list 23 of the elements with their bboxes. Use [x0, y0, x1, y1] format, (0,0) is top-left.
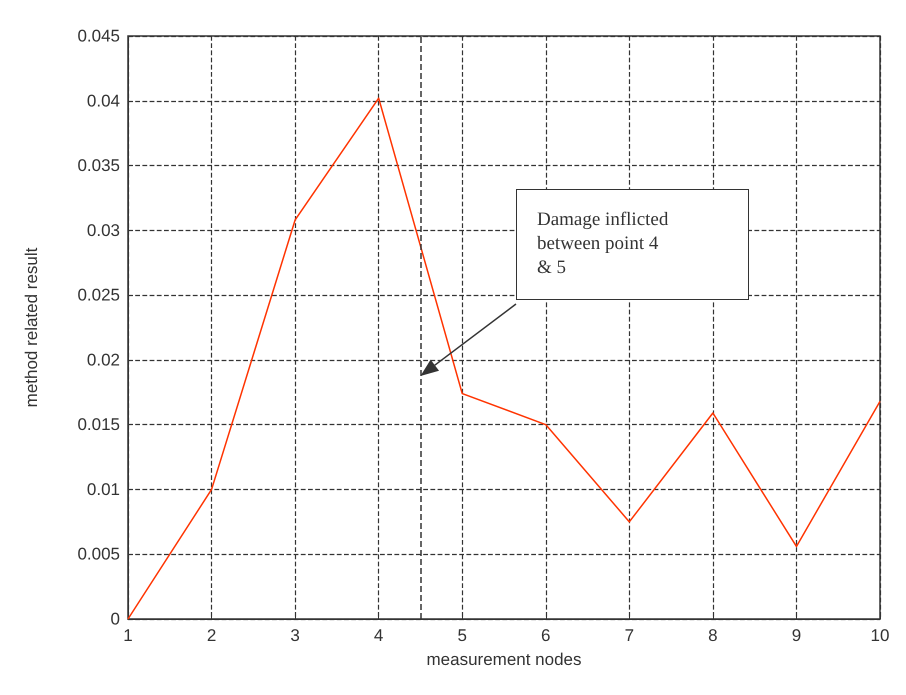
x-tick-label: 1 — [123, 626, 133, 645]
y-tick-label: 0.04 — [86, 91, 120, 110]
x-tick-label: 7 — [624, 626, 634, 645]
y-axis-title: method related result — [22, 247, 41, 408]
x-tick-label: 9 — [792, 626, 802, 645]
y-tick-label: 0.025 — [77, 286, 120, 305]
y-tick-label: 0.045 — [77, 26, 120, 46]
x-tick-label: 5 — [457, 626, 467, 645]
y-tick-label: 0.005 — [77, 544, 120, 564]
x-tick-label: 2 — [206, 626, 216, 645]
x-tick-label: 4 — [374, 626, 384, 645]
y-tick-label: 0.015 — [77, 415, 120, 434]
y-tick-label: 0 — [110, 610, 120, 628]
x-tick-label: 10 — [870, 626, 890, 645]
y-tick-label: 0.035 — [77, 156, 120, 176]
callout-box: Damage inflicted between point 4 & 5 — [516, 189, 749, 300]
y-tick-label: 0.01 — [86, 480, 120, 499]
x-tick-label: 6 — [541, 626, 551, 645]
x-axis-title: measurement nodes — [426, 650, 582, 669]
y-tick-label: 0.02 — [86, 350, 120, 370]
x-tick-label: 3 — [290, 626, 300, 645]
y-tick-label: 0.03 — [86, 220, 120, 240]
x-tick-label: 8 — [708, 626, 718, 645]
